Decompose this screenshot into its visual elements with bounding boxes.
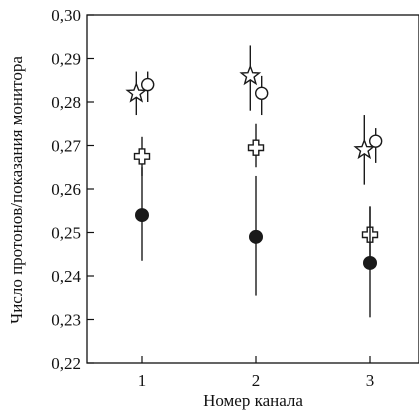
y-tick-label: 0,22 xyxy=(51,354,81,373)
x-tick-label: 2 xyxy=(252,371,261,390)
data-point-cross xyxy=(247,139,265,156)
x-tick-label: 3 xyxy=(366,371,375,390)
data-series xyxy=(125,45,383,318)
data-point-filled-circle xyxy=(363,255,377,270)
y-axis-label: Число протонов/показания монитора xyxy=(7,56,26,324)
y-tick-label: 0,26 xyxy=(51,180,81,199)
data-point-star xyxy=(353,138,376,160)
data-point-filled-circle xyxy=(249,229,263,244)
x-tick-label: 1 xyxy=(138,371,147,390)
x-axis-ticks: 1 2 3 xyxy=(138,356,375,390)
series-star xyxy=(125,45,376,185)
data-point-open-circle xyxy=(369,134,383,148)
data-point-star xyxy=(125,81,148,103)
data-point-open-circle xyxy=(255,86,269,101)
y-tick-label: 0,24 xyxy=(51,267,81,286)
y-tick-label: 0,25 xyxy=(51,224,81,243)
data-point-filled-circle xyxy=(135,208,149,223)
series-filled-circle xyxy=(135,167,377,318)
data-point-cross xyxy=(133,148,151,165)
y-tick-label: 0,30 xyxy=(51,6,81,25)
y-tick-label: 0,23 xyxy=(51,311,81,330)
y-tick-label: 0,29 xyxy=(51,50,81,69)
plot-frame xyxy=(86,14,419,364)
y-axis-ticks: 0,22 0,23 0,24 0,25 0,26 0,27 0,28 0,29 0,30 xyxy=(51,6,94,373)
series-open-circle xyxy=(140,71,383,163)
x-axis-label: Номер канала xyxy=(203,391,303,410)
y-tick-label: 0,27 xyxy=(51,137,81,156)
y-tick-label: 0,28 xyxy=(51,93,81,112)
data-point-star xyxy=(239,64,262,86)
data-point-open-circle xyxy=(140,77,155,92)
